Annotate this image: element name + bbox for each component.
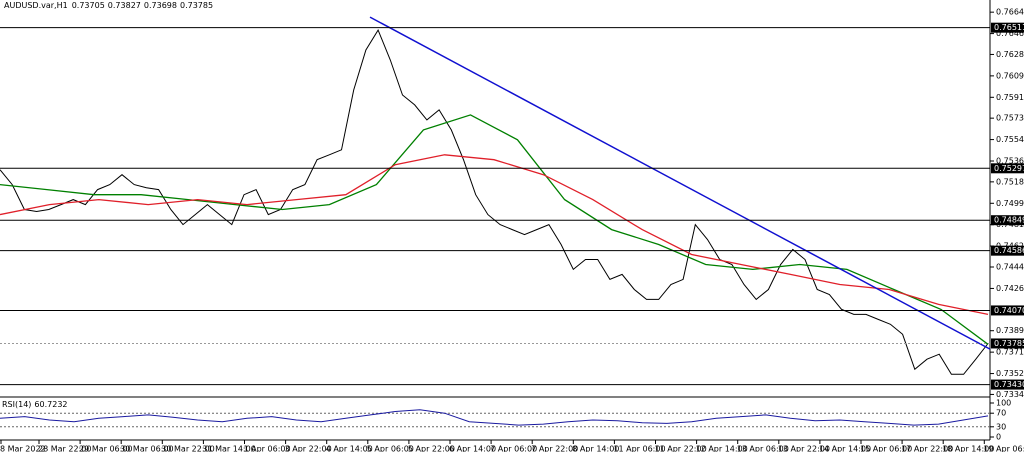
y-tick-label: 0.74445: [996, 263, 1024, 272]
x-tick-label: 28 Mar 22:00: [38, 445, 91, 452]
close: 0.73785: [180, 1, 213, 10]
x-tick-label: 30 Mar 22:00: [161, 445, 214, 452]
line: [0, 114, 989, 345]
level-label: 0.74070: [994, 306, 1024, 315]
level-label-box: [991, 215, 1024, 226]
x-tick-label: 8 Apr 14:00: [572, 445, 619, 452]
x-tick-label: 14 Apr 14:00: [819, 445, 871, 452]
x-tick-label: 31 Mar 14:00: [202, 445, 255, 452]
level-label: 0.73430: [994, 380, 1024, 389]
symbol-header: AUDUSD.var,H1 0.73705 0.73827 0.73698 0.7378…: [4, 1, 213, 10]
rsi-header: RSI(14) 60.7232: [2, 400, 68, 409]
current-price-box: [991, 338, 1024, 349]
x-tick-label: 11 Apr 06:00: [613, 445, 665, 452]
rsi-y-tick-label: 70: [996, 409, 1006, 418]
x-tick-label: 18 Apr 14:00: [942, 445, 994, 452]
x-tick-label: 12 Apr 14:00: [696, 445, 748, 452]
x-tick-label: 6 Apr 14:00: [449, 445, 496, 452]
x-tick-label: 1 Apr 06:00: [244, 445, 291, 452]
y-tick-label: 0.76645: [996, 8, 1024, 17]
x-tick-label: 15 Apr 06:00: [860, 445, 912, 452]
x-tick-label: 30 Mar 06:00: [120, 445, 173, 452]
level-label: 0.76511: [994, 23, 1024, 32]
trend-line: [369, 16, 991, 350]
open: 0.73705: [72, 1, 105, 10]
rsi-y-tick-label: 0: [996, 433, 1001, 442]
line: [0, 28, 989, 375]
current-price-label: 0.73785: [994, 339, 1024, 348]
y-tick-label: 0.73895: [996, 326, 1024, 335]
x-tick-label: 7 Apr 06:00: [490, 445, 537, 452]
line: [0, 154, 989, 316]
level-label-box: [991, 245, 1024, 256]
y-tick-label: 0.75545: [996, 135, 1024, 144]
y-tick-label: 0.73525: [996, 369, 1024, 378]
rsi-value: 60.7232: [34, 400, 67, 409]
x-tick-label: 7 Apr 22:00: [531, 445, 578, 452]
x-tick-label: 4 Apr 14:00: [326, 445, 373, 452]
rsi-y-tick-label: 30: [996, 422, 1006, 431]
x-tick-label: 13 Apr 06:00: [737, 445, 789, 452]
level-label: 0.74849: [994, 216, 1024, 225]
level-label-box: [991, 22, 1024, 33]
x-tick-label: 13 Apr 22:00: [778, 445, 830, 452]
x-tick-label: 29 Mar 06:00: [79, 445, 132, 452]
rsi-title: RSI(14): [2, 400, 31, 409]
low: 0.73698: [144, 1, 177, 10]
x-tick-label: 5 Apr 22:00: [408, 445, 455, 452]
level-label-box: [991, 379, 1024, 390]
x-tick-label: 5 Apr 06:00: [367, 445, 414, 452]
y-tick-label: 0.74995: [996, 199, 1024, 208]
x-tick-label: 3 Apr 22:00: [285, 445, 332, 452]
high: 0.73827: [108, 1, 141, 10]
level-label: 0.75297: [994, 164, 1024, 173]
line: [0, 409, 989, 426]
level-label-box: [991, 305, 1024, 316]
x-tick-label: 11 Apr 22:00: [655, 445, 707, 452]
rsi-y-tick-label: 100: [996, 399, 1011, 408]
level-label: 0.74586: [994, 246, 1024, 255]
x-tick-label: 17 Apr 22:00: [901, 445, 953, 452]
x-tick-label: 19 Apr 06:00: [983, 445, 1024, 452]
symbol: AUDUSD.var,H1: [4, 1, 68, 10]
x-tick-label: 8 Mar 2022: [0, 445, 46, 452]
y-tick-label: 0.73345: [996, 390, 1024, 399]
level-label-box: [991, 163, 1024, 174]
y-tick-label: 0.76095: [996, 71, 1024, 80]
